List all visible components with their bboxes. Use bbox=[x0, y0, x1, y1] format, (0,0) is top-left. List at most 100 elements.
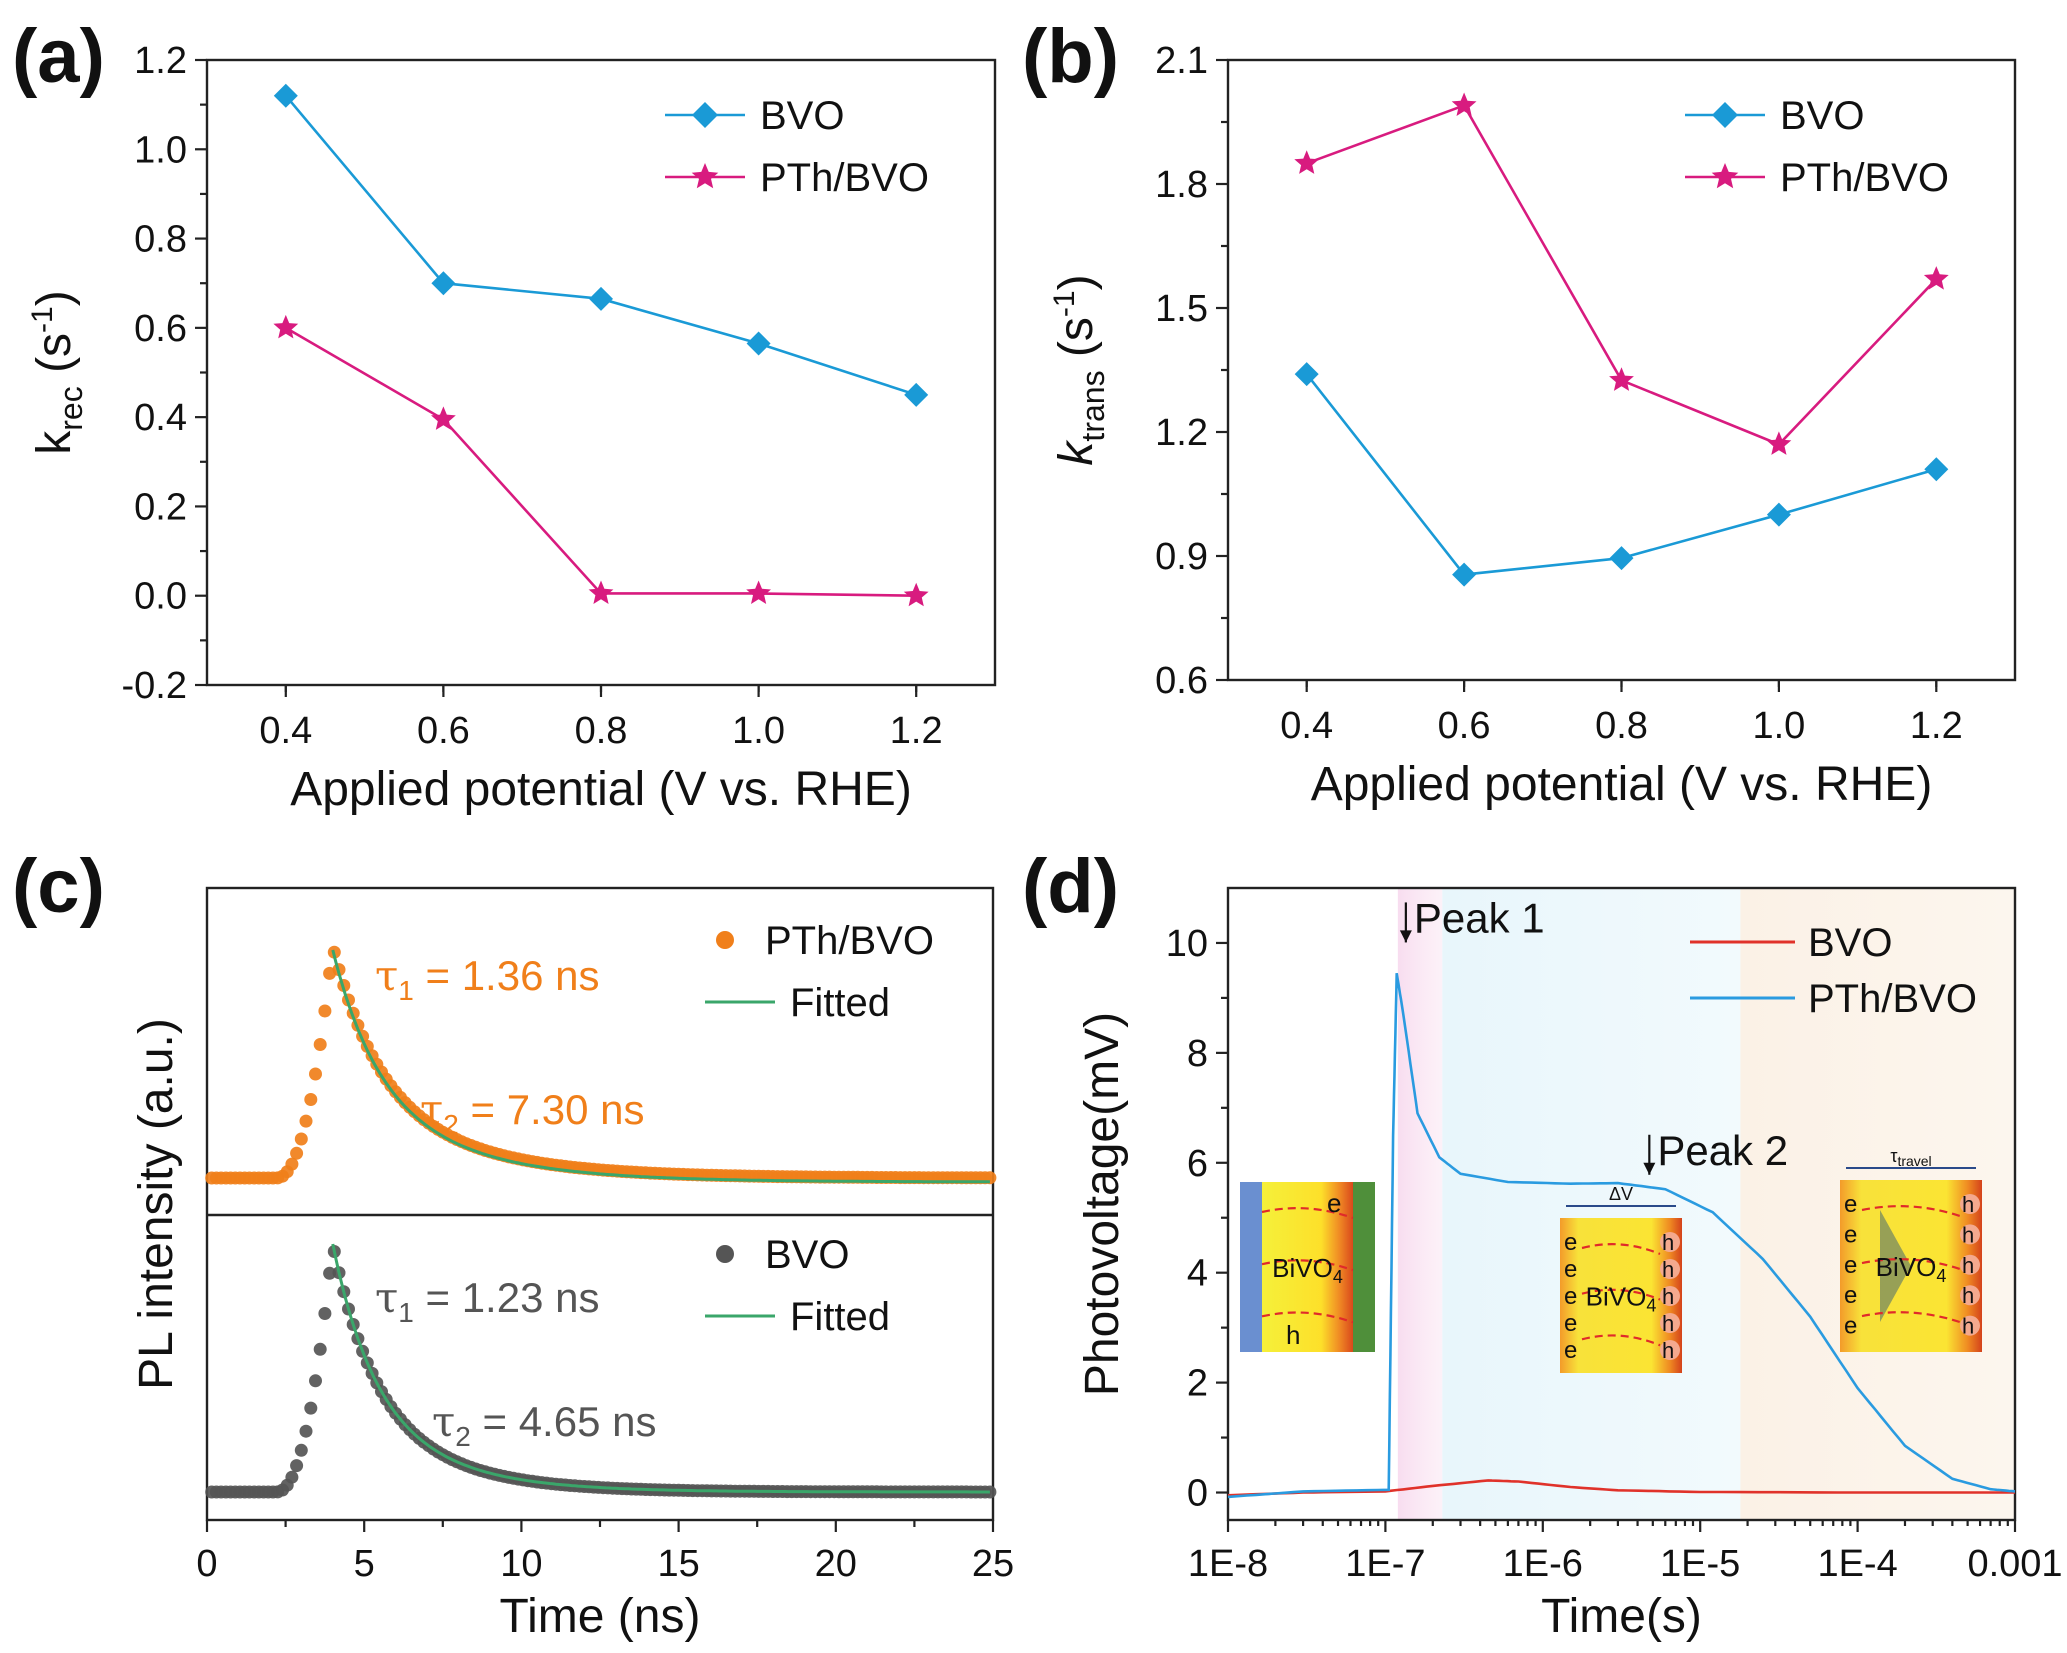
x-tick-label: 5 bbox=[354, 1543, 375, 1585]
tau1-annotation: τ1 = 1.36 ns bbox=[375, 951, 599, 1006]
y-tick-label: -0.2 bbox=[122, 665, 187, 707]
inset-carrier-e: e bbox=[1327, 1188, 1341, 1218]
scatter-point-BVO bbox=[294, 1443, 308, 1457]
inset-material-label: BiVO4 bbox=[1586, 1282, 1657, 1316]
x-tick-label: 1E-5 bbox=[1660, 1543, 1740, 1585]
data-point-diamond bbox=[1609, 546, 1634, 571]
scatter-point-BVO bbox=[304, 1401, 318, 1415]
scatter-point-PTh/BVO bbox=[309, 1067, 322, 1081]
y-tick-label: 1.2 bbox=[1155, 412, 1208, 454]
x-tick-label: 1.0 bbox=[732, 710, 785, 752]
x-axis-label: Applied potential (V vs. RHE) bbox=[1311, 758, 1933, 811]
scatter-point-BVO bbox=[290, 1459, 304, 1473]
y-tick-label: 4 bbox=[1187, 1253, 1208, 1295]
inset-carrier-e: e bbox=[1564, 1337, 1577, 1364]
scatter-point-PTh/BVO bbox=[313, 1038, 327, 1051]
inset-hole-dot bbox=[1960, 1285, 1980, 1306]
y-tick-label: 0.0 bbox=[134, 576, 187, 618]
y-tick-label: 10 bbox=[1166, 923, 1208, 965]
inset-band-line bbox=[1581, 1288, 1661, 1301]
inset-carrier-h: h bbox=[1962, 1283, 1974, 1308]
schematic-inset-2: BiVO4 e h e h e h e h e h ΔV bbox=[1560, 1184, 1682, 1373]
x-tick-label: 0.6 bbox=[417, 710, 470, 752]
y-tick-label: 1.8 bbox=[1155, 164, 1208, 206]
inset-carrier-h: h bbox=[1662, 1338, 1674, 1363]
tau2-annotation: τ2 = 7.30 ns bbox=[420, 1085, 644, 1140]
y-tick-label: 1.0 bbox=[134, 129, 187, 171]
region-band-2 bbox=[1442, 888, 1741, 1520]
inset-top-label: ΔV bbox=[1609, 1184, 1633, 1204]
series-line-PTh/BVO bbox=[285, 326, 917, 598]
x-tick-label: 0.4 bbox=[1280, 705, 1333, 747]
inset-carrier-e: e bbox=[1844, 1221, 1857, 1248]
y-tick-label: 0.6 bbox=[1155, 660, 1208, 702]
x-tick-label: 1E-4 bbox=[1817, 1543, 1897, 1585]
inset-carrier-e: e bbox=[1564, 1229, 1577, 1256]
x-tick-label: 20 bbox=[815, 1543, 857, 1585]
legend-marker bbox=[692, 102, 718, 128]
y-tick-label: 0.6 bbox=[134, 308, 187, 350]
x-tick-label: 0.8 bbox=[575, 710, 628, 752]
inset-hole-dot bbox=[1960, 1315, 1980, 1336]
x-tick-label: 1E-8 bbox=[1188, 1543, 1268, 1585]
y-tick-label: 2.1 bbox=[1155, 40, 1208, 82]
inset-carrier-h: h bbox=[1286, 1320, 1300, 1350]
region-band-1 bbox=[1397, 888, 1443, 1520]
tau2-annotation: τ2 = 4.65 ns bbox=[432, 1397, 656, 1452]
y-axis-label: krec (s-1) bbox=[26, 290, 89, 454]
y-tick-label: 0.4 bbox=[134, 397, 187, 439]
inset-carrier-e: e bbox=[1844, 1252, 1857, 1279]
legend-marker bbox=[1712, 102, 1738, 128]
tau1-annotation: τ1 = 1.23 ns bbox=[375, 1273, 599, 1328]
y-tick-label: 1.2 bbox=[134, 40, 187, 82]
y-tick-label: 0.9 bbox=[1155, 536, 1208, 578]
inset-arrow-shape bbox=[1880, 1210, 1911, 1322]
annotation-arrowhead bbox=[1643, 1162, 1656, 1175]
plot-frame bbox=[1226, 886, 2017, 1522]
legend-label: Fitted bbox=[790, 981, 890, 1025]
inset-band-line bbox=[1261, 1207, 1354, 1220]
data-point-star bbox=[746, 580, 771, 604]
inset-hole-dot bbox=[1660, 1232, 1680, 1252]
x-tick-label: 1.2 bbox=[890, 710, 943, 752]
legend-label: PTh/BVO bbox=[760, 156, 929, 200]
scatter-point-PTh/BVO bbox=[318, 1004, 332, 1018]
legend-marker bbox=[1711, 163, 1739, 189]
y-tick-label: 0.8 bbox=[134, 219, 187, 261]
y-tick-label: 2 bbox=[1187, 1363, 1208, 1405]
inset-material-label: BiVO4 bbox=[1876, 1252, 1947, 1286]
panel-b-chart: 0.4 0.6 0.8 1.0 1.2 0.6 0.9 1.2 1.5 1.8 2.1 Applied… bbox=[1048, 40, 2017, 811]
scatter-point-PTh/BVO bbox=[285, 1157, 299, 1171]
inset-hole-dot bbox=[1960, 1254, 1980, 1275]
fit-line bbox=[331, 1243, 990, 1494]
data-point-star bbox=[1766, 431, 1792, 455]
inset-carrier-e: e bbox=[1844, 1282, 1857, 1309]
x-tick-label: 10 bbox=[500, 1543, 542, 1585]
y-tick-label: 6 bbox=[1187, 1143, 1208, 1185]
x-tick-label: 1.0 bbox=[1752, 705, 1805, 747]
inset-hole-dot bbox=[1660, 1286, 1680, 1306]
inset-pth-layer bbox=[1353, 1182, 1375, 1352]
panel-letter-c: (c) bbox=[12, 844, 105, 929]
inset-carrier-e: e bbox=[1844, 1191, 1857, 1218]
data-point-star bbox=[1451, 92, 1477, 116]
y-tick-label: 8 bbox=[1187, 1033, 1208, 1075]
panel-letter-b: (b) bbox=[1022, 14, 1119, 99]
y-tick-label: 0.2 bbox=[134, 486, 187, 528]
x-tick-label: 25 bbox=[972, 1543, 1014, 1585]
scatter-point-BVO bbox=[313, 1342, 327, 1356]
panel-d-chart: 1E-8 1E-7 1E-6 1E-5 1E-4 0.001 0 2 4 6 8 10 Time(s) P… bbox=[1076, 886, 2063, 1643]
annotation-arrowhead bbox=[1399, 930, 1412, 943]
data-point-star bbox=[1609, 367, 1634, 391]
x-tick-label: 15 bbox=[657, 1543, 699, 1585]
x-tick-label: 1E-7 bbox=[1345, 1543, 1425, 1585]
x-tick-label: 0.8 bbox=[1595, 705, 1648, 747]
y-tick-label: 0 bbox=[1187, 1473, 1208, 1515]
inset-carrier-e: e bbox=[1564, 1283, 1577, 1310]
x-axis-label: Applied potential (V vs. RHE) bbox=[290, 763, 912, 816]
legend-label: BVO bbox=[1780, 94, 1864, 138]
data-point-diamond bbox=[1452, 562, 1477, 587]
data-point-diamond bbox=[1294, 362, 1319, 387]
x-tick-label: 0 bbox=[196, 1543, 217, 1585]
scatter-point-BVO bbox=[309, 1374, 322, 1388]
